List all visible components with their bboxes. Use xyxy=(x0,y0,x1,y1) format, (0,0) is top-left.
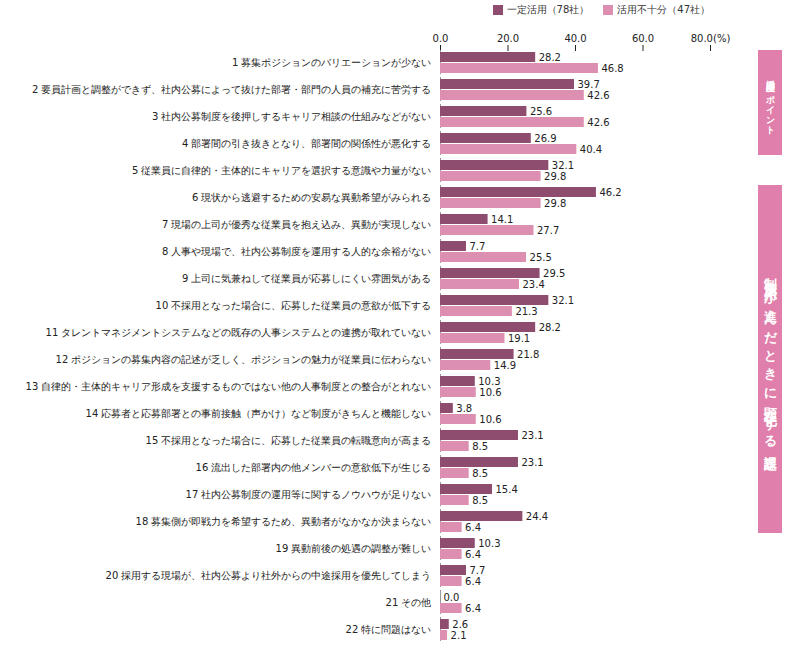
svg-text:26.9: 26.9 xyxy=(534,133,556,144)
svg-text:1 募集ポジションのバリエーションが少ない: 1 募集ポジションのバリエーションが少ない xyxy=(232,57,432,68)
svg-text:10 不採用となった場合に、応募した従業員の意欲が低下する: 10 不採用となった場合に、応募した従業員の意欲が低下する xyxy=(156,300,432,311)
svg-text:21 その他: 21 その他 xyxy=(386,597,432,608)
svg-text:21.8: 21.8 xyxy=(517,349,539,360)
svg-text:7.7: 7.7 xyxy=(469,565,485,576)
svg-text:7 現場の上司が優秀な従業員を抱え込み、異動が実現しない: 7 現場の上司が優秀な従業員を抱え込み、異動が実現しない xyxy=(162,219,432,230)
svg-text:28.2: 28.2 xyxy=(539,52,561,63)
html-text:一定活用（78社）: 一定活用（78社） xyxy=(506,4,590,15)
svg-text:22 特に問題はない: 22 特に問題はない xyxy=(346,624,432,635)
svg-text:10.6: 10.6 xyxy=(479,387,501,398)
svg-text:42.6: 42.6 xyxy=(587,90,609,101)
svg-text:5 従業員に自律的・主体的にキャリアを選択する意識や力量がな: 5 従業員に自律的・主体的にキャリアを選択する意識や力量がない xyxy=(132,165,432,176)
svg-text:4 部署間の引き抜きとなり、部署間の関係性が悪化する: 4 部署間の引き抜きとなり、部署間の関係性が悪化する xyxy=(182,138,432,149)
svg-text:60.0: 60.0 xyxy=(632,33,654,44)
svg-text:40.4: 40.4 xyxy=(580,144,602,155)
svg-text:8 人事や現場で、社内公募制度を運用する人的な余裕がない: 8 人事や現場で、社内公募制度を運用する人的な余裕がない xyxy=(162,246,432,257)
svg-text:25.6: 25.6 xyxy=(530,106,552,117)
svg-text:10.3: 10.3 xyxy=(478,538,500,549)
svg-text:9 上司に気兼ねして従業員が応募しにくい雰囲気がある: 9 上司に気兼ねして従業員が応募しにくい雰囲気がある xyxy=(182,273,432,284)
svg-text:12 ポジションの募集内容の記述が乏しく、ポジションの魅力が: 12 ポジションの募集内容の記述が乏しく、ポジションの魅力が従業員に伝わらない xyxy=(56,354,432,365)
svg-text:16 流出した部署内の他メンバーの意欲低下が生じる: 16 流出した部署内の他メンバーの意欲低下が生じる xyxy=(196,462,432,473)
svg-text:11 タレントマネジメントシステムなどの既存の人事システムと: 11 タレントマネジメントシステムなどの既存の人事システムとの連携が取れていない xyxy=(46,327,432,338)
svg-text:29.8: 29.8 xyxy=(544,171,566,182)
svg-text:6.4: 6.4 xyxy=(465,576,481,587)
svg-text:0.0: 0.0 xyxy=(433,33,449,44)
svg-text:20.0: 20.0 xyxy=(497,33,519,44)
svg-text:6 現状から逃避するための安易な異動希望がみられる: 6 現状から逃避するための安易な異動希望がみられる xyxy=(192,192,432,203)
svg-text:28.2: 28.2 xyxy=(539,322,561,333)
svg-text:18 募集側が即戦力を希望するため、異動者がなかなか決まらな: 18 募集側が即戦力を希望するため、異動者がなかなか決まらない xyxy=(136,516,432,527)
svg-text:27.7: 27.7 xyxy=(537,225,559,236)
svg-text:10.3: 10.3 xyxy=(478,376,500,387)
svg-text:14.9: 14.9 xyxy=(494,360,516,371)
svg-text:2.6: 2.6 xyxy=(452,619,468,630)
svg-text:8.5: 8.5 xyxy=(472,495,488,506)
svg-text:19 異動前後の処遇の調整が難しい: 19 異動前後の処遇の調整が難しい xyxy=(276,543,432,554)
svg-text:25.5: 25.5 xyxy=(530,252,552,263)
html-text:活用不十分（47社）: 活用不十分（47社） xyxy=(617,4,710,15)
svg-text:8.5: 8.5 xyxy=(472,441,488,452)
svg-text:7.7: 7.7 xyxy=(469,241,485,252)
svg-text:32.1: 32.1 xyxy=(552,295,574,306)
svg-text:15 不採用となった場合に、応募した従業員の転職意向が高まる: 15 不採用となった場合に、応募した従業員の転職意向が高まる xyxy=(146,435,432,446)
svg-text:46.8: 46.8 xyxy=(601,63,623,74)
svg-text:6.4: 6.4 xyxy=(465,549,481,560)
svg-text:2.1: 2.1 xyxy=(451,630,467,641)
svg-text:23.1: 23.1 xyxy=(521,430,543,441)
svg-text:24.4: 24.4 xyxy=(526,511,548,522)
svg-text:21.3: 21.3 xyxy=(515,306,537,317)
svg-text:40.0: 40.0 xyxy=(564,33,586,44)
svg-text:3.8: 3.8 xyxy=(456,403,472,414)
svg-text:6.4: 6.4 xyxy=(465,522,481,533)
svg-text:14.1: 14.1 xyxy=(491,214,513,225)
svg-text:23.1: 23.1 xyxy=(521,457,543,468)
svg-text:10.6: 10.6 xyxy=(479,414,501,425)
svg-text:80.0(%): 80.0(%) xyxy=(691,33,731,44)
svg-text:8.5: 8.5 xyxy=(472,468,488,479)
html-text:活用度向上のポイント: 活用度向上のポイント xyxy=(765,73,776,132)
svg-text:23.4: 23.4 xyxy=(522,279,544,290)
svg-text:32.1: 32.1 xyxy=(552,160,574,171)
svg-text:13 自律的・主体的キャリア形成を支援するものではない他の人: 13 自律的・主体的キャリア形成を支援するものではない他の人事制度との整合がとれ… xyxy=(26,381,432,392)
svg-text:14 応募者と応募部署との事前接触（声かけ）など制度がきちん: 14 応募者と応募部署との事前接触（声かけ）など制度がきちんと機能しない xyxy=(86,408,432,419)
svg-text:15.4: 15.4 xyxy=(495,484,517,495)
svg-text:6.4: 6.4 xyxy=(465,603,481,614)
svg-text:46.2: 46.2 xyxy=(599,187,621,198)
svg-text:17 社内公募制度の運用等に関するノウハウが足りない: 17 社内公募制度の運用等に関するノウハウが足りない xyxy=(186,489,432,500)
svg-text:29.8: 29.8 xyxy=(544,198,566,209)
svg-text:42.6: 42.6 xyxy=(587,117,609,128)
svg-text:29.5: 29.5 xyxy=(543,268,565,279)
svg-text:19.1: 19.1 xyxy=(508,333,530,344)
svg-text:39.7: 39.7 xyxy=(577,79,599,90)
svg-text:20 採用する現場が、社内公募より社外からの中途採用を優先し: 20 採用する現場が、社内公募より社外からの中途採用を優先してしまう xyxy=(106,570,432,581)
html-text:制度活用が進んだときに顕在化する課題: 制度活用が進んだときに顕在化する課題 xyxy=(763,266,778,452)
svg-text:0.0: 0.0 xyxy=(444,592,460,603)
svg-text:2 要員計画と調整ができず、社内公募によって抜けた部署・部門: 2 要員計画と調整ができず、社内公募によって抜けた部署・部門の人員の補充に苦労す… xyxy=(32,84,432,96)
svg-text:3 社内公募制度を後押しするキャリア相談の仕組みなどがない: 3 社内公募制度を後押しするキャリア相談の仕組みなどがない xyxy=(152,111,432,122)
